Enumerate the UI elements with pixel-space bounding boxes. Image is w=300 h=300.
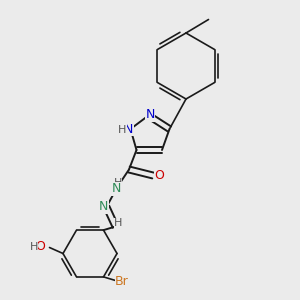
Text: O: O: [36, 240, 45, 253]
Text: H: H: [29, 242, 38, 252]
Text: H: H: [114, 218, 123, 229]
Text: H: H: [118, 125, 126, 135]
Text: N: N: [112, 182, 121, 196]
Text: N: N: [99, 200, 108, 214]
Text: N: N: [124, 122, 134, 136]
Text: Br: Br: [115, 274, 129, 288]
Text: O: O: [155, 169, 164, 182]
Text: N: N: [145, 108, 155, 122]
Text: H: H: [113, 178, 122, 188]
